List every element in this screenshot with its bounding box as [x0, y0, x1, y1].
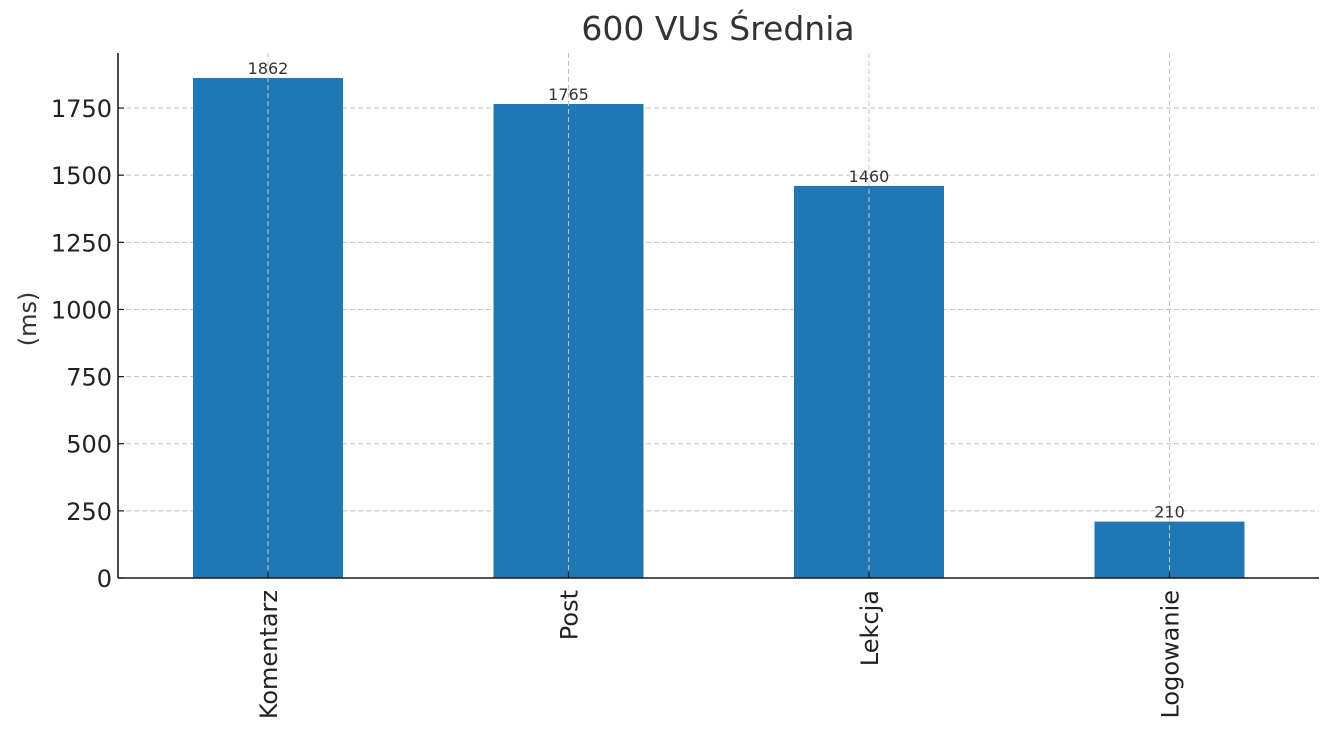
data-label-post: 1765: [548, 85, 589, 104]
x-tick-label-logowanie: Logowanie: [1157, 590, 1185, 719]
x-tick-label-lekcja: Lekcja: [856, 590, 884, 666]
y-tick-label-2: 500: [66, 431, 112, 459]
y-tick-label-1: 250: [66, 498, 112, 526]
y-tick-label-5: 1250: [51, 229, 112, 257]
x-axis-ticks: Komentarz Post Lekcja Logowanie: [255, 572, 1185, 719]
x-tick-label-post: Post: [556, 590, 584, 640]
data-label-logowanie: 210: [1154, 503, 1185, 522]
y-tick-label-4: 1000: [51, 296, 112, 324]
y-tick-label-6: 1500: [51, 162, 112, 190]
bars: [193, 77, 1245, 579]
y-axis-ticks: 0 250 500 750 1000 1250 1500 1750: [51, 95, 124, 593]
y-axis-label: (ms): [14, 292, 42, 347]
data-label-lekcja: 1460: [849, 167, 890, 186]
data-label-komentarz: 1862: [248, 59, 289, 78]
y-tick-label-7: 1750: [51, 95, 112, 123]
axes: [117, 53, 1319, 579]
chart-title: 600 VUs Średnia: [581, 8, 854, 48]
x-tick-label-komentarz: Komentarz: [255, 590, 283, 719]
y-tick-label-3: 750: [66, 364, 112, 392]
data-labels: 1862 1765 1460 210: [248, 59, 1185, 522]
y-tick-label-0: 0: [97, 565, 112, 593]
